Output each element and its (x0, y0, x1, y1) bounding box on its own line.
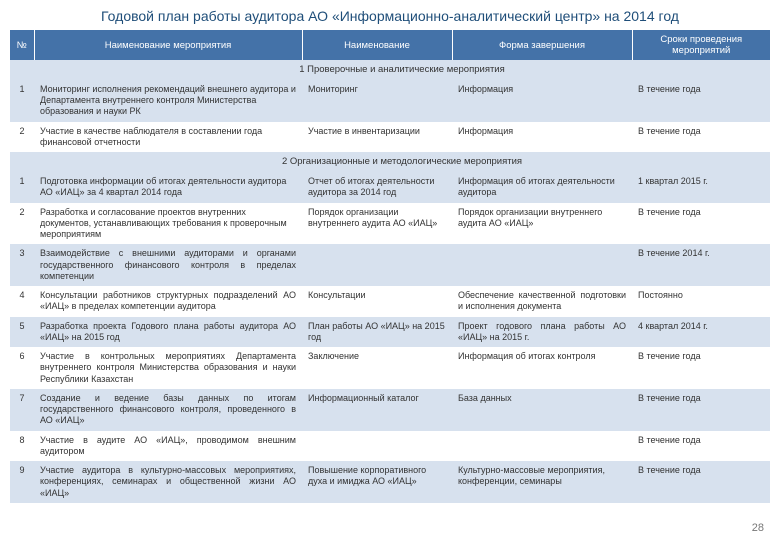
cell-time: Постоянно (632, 286, 770, 317)
cell-name (302, 244, 452, 286)
section-row: 1 Проверочные и аналитические мероприяти… (10, 60, 770, 80)
cell-activity: Подготовка информации об итогах деятельн… (34, 172, 302, 203)
cell-num: 1 (10, 172, 34, 203)
cell-time: В течение года (632, 203, 770, 245)
cell-name: Информационный каталог (302, 389, 452, 431)
table-row: 2 Разработка и согласование проектов вну… (10, 203, 770, 245)
cell-time: 4 квартал 2014 г. (632, 317, 770, 348)
cell-name: Консультации (302, 286, 452, 317)
cell-form: Культурно-массовые мероприятия, конферен… (452, 461, 632, 503)
cell-time: В течение 2014 г. (632, 244, 770, 286)
cell-form: Информация (452, 80, 632, 122)
cell-activity: Участие в аудите АО «ИАЦ», проводимом вн… (34, 431, 302, 462)
cell-num: 5 (10, 317, 34, 348)
cell-name (302, 431, 452, 462)
cell-num: 3 (10, 244, 34, 286)
cell-time: В течение года (632, 122, 770, 153)
cell-form (452, 244, 632, 286)
table-header-row: № Наименование мероприятия Наименование … (10, 30, 770, 60)
cell-activity: Создание и ведение базы данных по итогам… (34, 389, 302, 431)
cell-activity: Разработка и согласование проектов внутр… (34, 203, 302, 245)
header-form: Форма завершения (452, 30, 632, 60)
cell-activity: Разработка проекта Годового плана работы… (34, 317, 302, 348)
section-row: 2 Организационные и методологические мер… (10, 152, 770, 172)
table-row: 8 Участие в аудите АО «ИАЦ», проводимом … (10, 431, 770, 462)
header-name: Наименование (302, 30, 452, 60)
cell-form (452, 431, 632, 462)
cell-num: 1 (10, 80, 34, 122)
cell-form: Информация об итогах контроля (452, 347, 632, 389)
header-activity: Наименование мероприятия (34, 30, 302, 60)
cell-num: 9 (10, 461, 34, 503)
cell-num: 4 (10, 286, 34, 317)
cell-name: Порядок организации внутреннего аудита А… (302, 203, 452, 245)
cell-num: 2 (10, 203, 34, 245)
cell-form: Информация об итогах деятельности аудито… (452, 172, 632, 203)
page-number: 28 (752, 522, 764, 534)
cell-time: 1 квартал 2015 г. (632, 172, 770, 203)
table-row: 1 Подготовка информации об итогах деятел… (10, 172, 770, 203)
cell-activity: Участие в качестве наблюдателя в составл… (34, 122, 302, 153)
cell-time: В течение года (632, 389, 770, 431)
table-row: 4 Консультации работников структурных по… (10, 286, 770, 317)
cell-time: В течение года (632, 431, 770, 462)
cell-name: Отчет об итогах деятельности аудитора за… (302, 172, 452, 203)
cell-name: Заключение (302, 347, 452, 389)
cell-activity: Взаимодействие с внешними аудиторами и о… (34, 244, 302, 286)
cell-time: В течение года (632, 461, 770, 503)
section-1-title: 1 Проверочные и аналитические мероприяти… (34, 60, 770, 80)
cell-num: 8 (10, 431, 34, 462)
cell-form: Информация (452, 122, 632, 153)
cell-activity: Консультации работников структурных подр… (34, 286, 302, 317)
table-row: 5 Разработка проекта Годового плана рабо… (10, 317, 770, 348)
cell-form: Обеспечение качественной подготовки и ис… (452, 286, 632, 317)
header-timing: Сроки проведения мероприятий (632, 30, 770, 60)
cell-name: Повышение корпоративного духа и имиджа А… (302, 461, 452, 503)
cell-form: Порядок организации внутреннего аудита А… (452, 203, 632, 245)
plan-table: № Наименование мероприятия Наименование … (10, 30, 770, 503)
table-row: 3 Взаимодействие с внешними аудиторами и… (10, 244, 770, 286)
cell-form: Проект годового плана работы АО «ИАЦ» на… (452, 317, 632, 348)
cell-form: База данных (452, 389, 632, 431)
table-row: 2 Участие в качестве наблюдателя в соста… (10, 122, 770, 153)
table-row: 9 Участие аудитора в культурно-массовых … (10, 461, 770, 503)
cell-num: 6 (10, 347, 34, 389)
cell-activity: Участие аудитора в культурно-массовых ме… (34, 461, 302, 503)
header-num: № (10, 30, 34, 60)
table-row: 1 Мониторинг исполнения рекомендаций вне… (10, 80, 770, 122)
cell-activity: Мониторинг исполнения рекомендаций внешн… (34, 80, 302, 122)
cell-name: Мониторинг (302, 80, 452, 122)
table-row: 7 Создание и ведение базы данных по итог… (10, 389, 770, 431)
page-title: Годовой план работы аудитора АО «Информа… (0, 0, 780, 30)
cell-num: 2 (10, 122, 34, 153)
cell-name: План работы АО «ИАЦ» на 2015 год (302, 317, 452, 348)
cell-num: 7 (10, 389, 34, 431)
table-row: 6 Участие в контрольных мероприятиях Деп… (10, 347, 770, 389)
cell-activity: Участие в контрольных мероприятиях Депар… (34, 347, 302, 389)
cell-time: В течение года (632, 80, 770, 122)
cell-name: Участие в инвентаризации (302, 122, 452, 153)
cell-time: В течение года (632, 347, 770, 389)
section-2-title: 2 Организационные и методологические мер… (34, 152, 770, 172)
